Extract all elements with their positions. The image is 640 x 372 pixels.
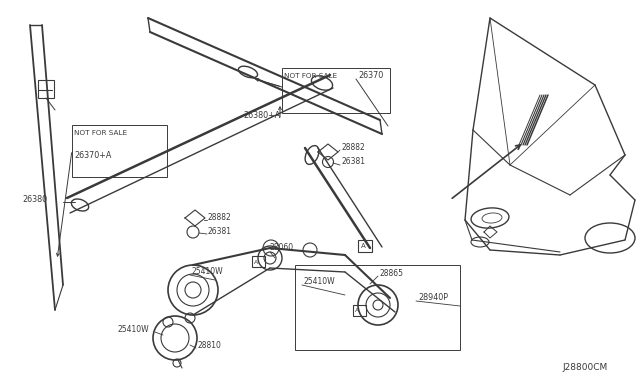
Bar — [353, 305, 366, 316]
Text: 25410W: 25410W — [192, 267, 223, 276]
Text: 26370: 26370 — [358, 71, 383, 80]
Text: A: A — [355, 308, 359, 314]
Text: 25410W: 25410W — [118, 326, 150, 334]
Text: 26370+A: 26370+A — [74, 151, 111, 160]
Text: 28882: 28882 — [342, 142, 365, 151]
Bar — [282, 68, 390, 113]
Text: 26380: 26380 — [22, 196, 47, 205]
Text: 26381: 26381 — [342, 157, 366, 167]
Text: NOT FOR SALE: NOT FOR SALE — [74, 130, 127, 136]
Bar — [295, 265, 460, 350]
Bar — [252, 256, 265, 267]
Text: J28800CM: J28800CM — [562, 363, 607, 372]
Text: A: A — [361, 243, 365, 249]
Text: 25410W: 25410W — [303, 278, 335, 286]
Text: 26380+A: 26380+A — [243, 110, 280, 119]
Text: 28865: 28865 — [380, 269, 404, 278]
Text: 28882: 28882 — [208, 214, 232, 222]
Bar — [72, 125, 167, 177]
Text: 28060: 28060 — [270, 244, 294, 253]
Text: 26381: 26381 — [208, 228, 232, 237]
Text: 28940P: 28940P — [418, 294, 448, 302]
Text: A: A — [254, 260, 259, 264]
Text: NOT FOR SALE: NOT FOR SALE — [284, 73, 337, 79]
Bar — [38, 80, 54, 98]
Text: 28810: 28810 — [198, 340, 222, 350]
Bar — [358, 240, 372, 252]
